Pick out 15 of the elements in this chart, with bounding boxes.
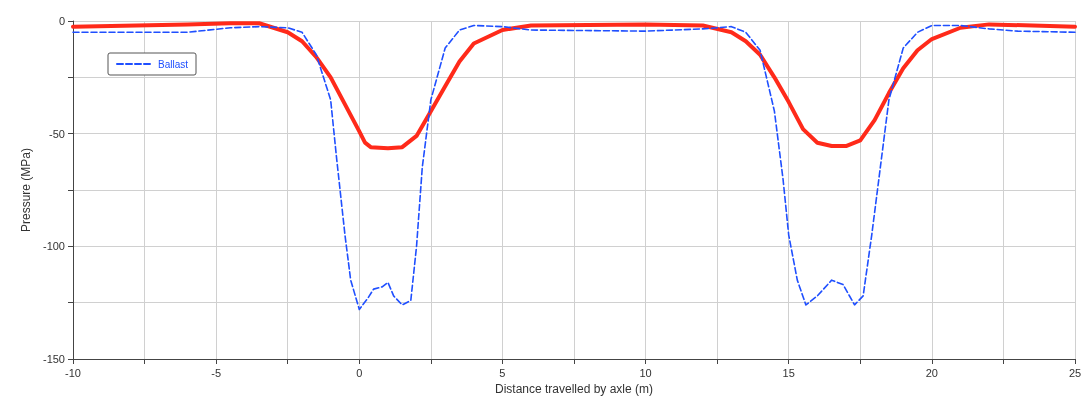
y-tick-label: 0: [58, 15, 65, 27]
x-tick-label: 25: [1068, 366, 1081, 379]
y-axis-title: Pressure (MPa): [19, 147, 34, 233]
x-tick-label: 0: [356, 366, 363, 379]
legend-label: Ballast: [158, 58, 189, 70]
y-tick-label: -100: [42, 240, 65, 253]
y-tick-label: -50: [49, 127, 65, 140]
x-tick-label: 10: [639, 366, 652, 379]
x-tick-label: 20: [925, 366, 938, 379]
x-tick-label: -5: [211, 366, 222, 379]
x-tick-label: 5: [499, 366, 506, 379]
x-tick-label: 15: [782, 366, 795, 379]
x-tick-label: -10: [65, 366, 81, 379]
y-tick-label: -150: [42, 353, 65, 365]
x-axis-title: Distance travelled by axle (m): [494, 382, 654, 396]
